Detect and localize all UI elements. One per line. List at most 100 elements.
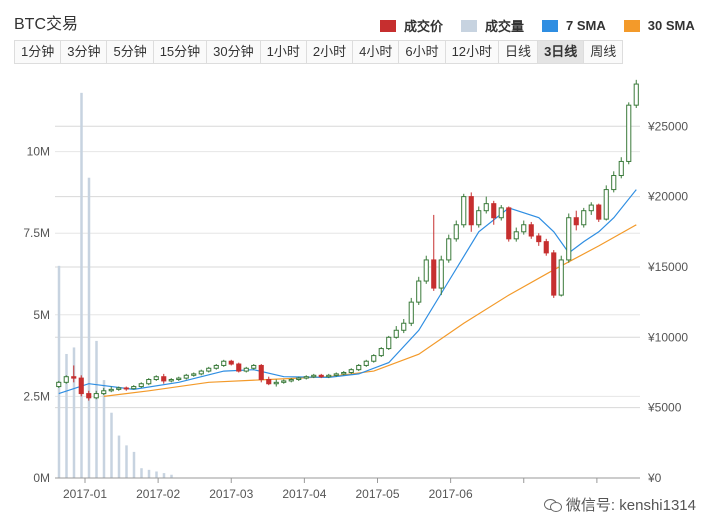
volume-bar <box>147 469 151 478</box>
sma-lines <box>58 189 637 397</box>
candle-body <box>273 381 279 385</box>
candle-body <box>108 388 114 392</box>
legend-item-sma7[interactable]: 7 SMA <box>542 16 606 35</box>
candle <box>71 365 77 383</box>
candle-body <box>611 175 617 191</box>
legend-label-sma30: 30 SMA <box>647 18 695 33</box>
candle-body <box>86 393 92 399</box>
y-right-tick: ¥0 <box>647 471 662 485</box>
candle <box>626 102 632 165</box>
candles <box>56 79 639 401</box>
candle-body <box>183 374 189 379</box>
candle-body <box>618 160 624 177</box>
candle <box>438 255 444 296</box>
candle-body <box>228 360 234 365</box>
legend-item-price[interactable]: 成交价 <box>380 16 443 35</box>
legend-item-sma30[interactable]: 30 SMA <box>623 16 695 35</box>
y-right-tick: ¥20000 <box>647 190 688 204</box>
candle <box>236 362 242 373</box>
y-right-tick: ¥25000 <box>647 119 688 133</box>
candle <box>453 220 459 242</box>
candle <box>191 372 197 377</box>
candle-body <box>513 231 519 240</box>
candle <box>423 255 429 284</box>
candle-body <box>506 207 512 240</box>
candle-body <box>93 393 99 399</box>
candle <box>303 375 309 380</box>
candle-body <box>476 210 482 226</box>
tab-12hour[interactable]: 12小时 <box>446 41 500 63</box>
candle <box>78 375 84 397</box>
candle <box>101 387 107 395</box>
watermark: 微信号: kenshi1314 <box>543 494 696 515</box>
tab-daily[interactable]: 日线 <box>499 41 539 63</box>
candle <box>431 214 437 291</box>
candle <box>378 347 384 358</box>
candle <box>258 364 264 383</box>
candle <box>116 386 122 391</box>
tab-1min[interactable]: 1分钟 <box>15 41 62 63</box>
candle-body <box>461 196 467 226</box>
candle <box>476 206 482 228</box>
candle <box>273 379 279 387</box>
candle-body <box>536 235 542 243</box>
candle-body <box>71 376 77 379</box>
candle-body <box>146 379 152 385</box>
candle <box>221 359 227 367</box>
candle <box>416 276 422 305</box>
candle <box>588 202 594 215</box>
candle-body <box>341 371 347 375</box>
candle <box>198 369 204 376</box>
candle <box>288 378 294 383</box>
candle-body <box>221 360 227 366</box>
candle <box>228 359 234 366</box>
candle-body <box>378 348 384 357</box>
candle-body <box>558 259 564 296</box>
candle-body <box>138 383 144 388</box>
volume-bar <box>170 474 173 478</box>
candle <box>318 373 324 379</box>
candle <box>281 379 287 384</box>
candle-body <box>573 217 579 226</box>
tab-5min[interactable]: 5分钟 <box>107 41 154 63</box>
candle <box>558 255 564 297</box>
legend-item-volume[interactable]: 成交量 <box>461 16 524 35</box>
candle <box>513 227 519 242</box>
candle <box>611 171 617 193</box>
candle-body <box>423 259 429 282</box>
tab-weekly[interactable]: 周线 <box>590 44 617 59</box>
candle-body <box>78 377 84 395</box>
tab-1hour[interactable]: 1小时 <box>261 41 307 63</box>
volume-bar <box>65 353 68 478</box>
tab-4hour[interactable]: 4小时 <box>353 41 400 63</box>
tab-15min[interactable]: 15分钟 <box>154 41 208 63</box>
tab-3day[interactable]: 3日线 <box>538 41 585 63</box>
candle-body <box>633 83 639 106</box>
candle-body <box>588 204 594 212</box>
tab-2hour[interactable]: 2小时 <box>307 41 354 63</box>
candle-body <box>296 377 302 381</box>
candle <box>311 373 317 379</box>
candle <box>491 200 497 225</box>
candle-body <box>281 380 287 383</box>
candle-body <box>431 259 437 289</box>
candle <box>183 373 189 380</box>
candle <box>213 364 219 370</box>
candle-body <box>491 203 497 219</box>
candle-body <box>333 373 339 376</box>
candle <box>296 376 302 381</box>
volume-bar <box>155 471 158 478</box>
candle-body <box>453 224 459 240</box>
candle-body <box>236 363 242 372</box>
tab-3min[interactable]: 3分钟 <box>61 41 108 63</box>
x-tick-label: 2017-02 <box>136 487 180 501</box>
candle <box>596 203 602 222</box>
candle <box>446 234 452 263</box>
tab-6hour[interactable]: 6小时 <box>399 41 446 63</box>
candle <box>348 368 354 374</box>
candle <box>483 196 489 214</box>
y-left-tick: 5M <box>33 308 50 322</box>
tab-30min[interactable]: 30分钟 <box>207 41 261 63</box>
x-tick-label: 2017-06 <box>429 487 473 501</box>
